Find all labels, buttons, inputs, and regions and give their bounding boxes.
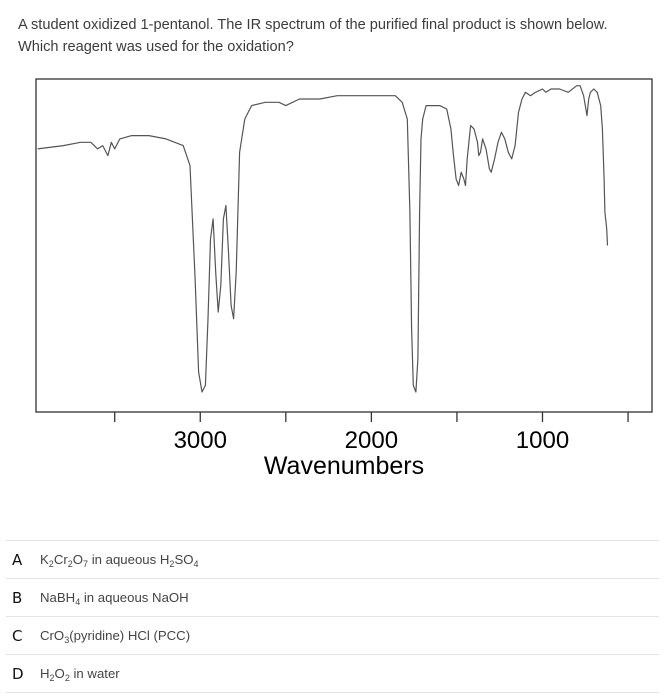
subscript: 2 <box>48 559 54 569</box>
subscript: 2 <box>67 559 73 569</box>
text-run: O <box>72 552 84 567</box>
subscript: 2 <box>169 559 175 569</box>
x-axis-tick-labels: 3000 2000 1000 <box>174 427 570 454</box>
x-axis-title: Wavenumbers <box>264 452 424 480</box>
subscript: 3 <box>64 635 70 645</box>
plot-frame <box>35 78 653 413</box>
option-a-text: K2Cr2O7 in aqueous H2SO4 <box>40 552 199 569</box>
text-run: K <box>40 552 49 567</box>
text-run: H <box>40 666 50 681</box>
text-run: (pyridine) HCl (PCC) <box>69 628 191 643</box>
spectrum-trace <box>37 85 609 393</box>
text-run: in aqueous NaOH <box>80 590 189 605</box>
x-tick-label: 1000 <box>516 427 569 454</box>
option-b-text: NaBH4 in aqueous NaOH <box>40 590 189 607</box>
question-line-2: Which reagent was used for the oxidation… <box>18 39 294 55</box>
text-run: O <box>54 666 65 681</box>
subscript: 4 <box>75 597 81 607</box>
option-d[interactable]: D H2O2 in water <box>6 654 659 693</box>
option-letter: A <box>12 550 23 569</box>
option-letter: B <box>12 588 23 607</box>
question-text: A student oxidized 1-pentanol. The IR sp… <box>18 14 653 58</box>
text-run: NaBH <box>40 590 76 605</box>
text-run: CrO <box>40 628 65 643</box>
x-tick-label: 2000 <box>345 427 398 454</box>
text-run: SO <box>174 552 194 567</box>
text-run: in water <box>69 666 120 681</box>
option-c[interactable]: C CrO3(pyridine) HCl (PCC) <box>6 616 659 654</box>
subscript: 2 <box>49 673 55 683</box>
subscript: 7 <box>83 559 89 569</box>
subscript: 2 <box>64 673 70 683</box>
text-run: in aqueous H <box>88 552 170 567</box>
option-a[interactable]: A K2Cr2O7 in aqueous H2SO4 <box>6 540 659 578</box>
text-run: Cr <box>53 552 68 567</box>
option-letter: D <box>12 664 24 683</box>
question-line-1: A student oxidized 1-pentanol. The IR sp… <box>18 17 608 33</box>
subscript: 4 <box>193 559 199 569</box>
answer-options: A K2Cr2O7 in aqueous H2SO4 B NaBH4 in aq… <box>0 540 665 693</box>
option-letter: C <box>12 626 23 645</box>
x-axis-ticks <box>114 412 629 422</box>
ir-spectrum-chart: 3000 2000 1000 Wavenumbers <box>35 78 653 480</box>
option-c-text: CrO3(pyridine) HCl (PCC) <box>40 628 191 645</box>
option-d-text: H2O2 in water <box>40 666 120 683</box>
option-b[interactable]: B NaBH4 in aqueous NaOH <box>6 578 659 616</box>
x-tick-label: 3000 <box>174 427 227 454</box>
